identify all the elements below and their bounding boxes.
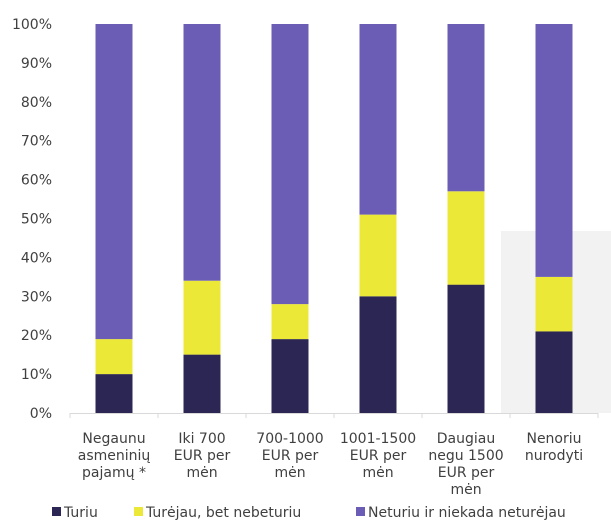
category-label-6: Nenoriu nurodyti	[525, 431, 583, 464]
legend: Turiu Turėjau, bet nebeturiu Neturiu ir …	[52, 505, 611, 523]
legend-swatch-turejau	[134, 507, 143, 516]
y-tick-label: 50%	[21, 212, 52, 228]
y-tick-label: 80%	[21, 95, 52, 111]
x-axis-labels: Negaunu asmeninių pajamų * Iki 700 EUR per mė…	[78, 431, 583, 498]
y-axis: 0% 10% 20% 30% 40% 50% 60% 70% 80% 90% 100%	[12, 17, 52, 422]
bar-neturiu-2	[183, 24, 221, 281]
bar-turejau-2	[183, 280, 221, 355]
y-tick-label: 100%	[12, 17, 52, 33]
legend-item-turejau: Turėjau, bet nebeturiu	[134, 505, 301, 521]
y-tick-label: 40%	[21, 250, 52, 266]
bar-turiu-5	[447, 284, 485, 413]
bar-turiu-2	[183, 354, 221, 413]
bar-turejau-1	[95, 339, 133, 375]
bar-turejau-5	[447, 191, 485, 285]
bar-turiu-6	[535, 331, 573, 413]
category-label-1: Negaunu asmeninių pajamų *	[78, 431, 151, 481]
legend-swatch-turiu	[52, 507, 61, 516]
category-label-2: Iki 700 EUR per mėn	[174, 431, 231, 481]
y-tick-label: 30%	[21, 289, 52, 305]
x-axis	[69, 413, 599, 418]
category-label-5: Daugiau negu 1500 EUR per mėn	[428, 431, 503, 498]
category-label-4: 1001-1500 EUR per mėn	[340, 431, 416, 481]
bar-turejau-3	[271, 304, 309, 340]
y-tick-label: 60%	[21, 173, 52, 189]
category-label-3: 700-1000 EUR per mėn	[256, 431, 323, 481]
bar-turiu-3	[271, 339, 309, 413]
bars-group	[95, 24, 573, 413]
bar-neturiu-5	[447, 24, 485, 192]
legend-item-neturiu: Neturiu ir niekada neturėjau	[356, 505, 566, 521]
legend-label-neturiu: Neturiu ir niekada neturėjau	[368, 505, 566, 521]
y-tick-label: 20%	[21, 328, 52, 344]
y-tick-label: 90%	[21, 56, 52, 72]
y-tick-label: 0%	[30, 406, 52, 422]
bar-turejau-4	[359, 214, 397, 297]
legend-label-turejau: Turėjau, bet nebeturiu	[146, 505, 302, 521]
legend-swatch-neturiu	[356, 507, 365, 516]
bar-neturiu-1	[95, 24, 133, 340]
legend-label-turiu: Turiu	[64, 505, 98, 521]
bar-neturiu-4	[359, 24, 397, 215]
y-tick-label: 10%	[21, 367, 52, 383]
legend-item-turiu: Turiu	[52, 505, 98, 521]
bar-turejau-6	[535, 276, 573, 332]
bar-neturiu-3	[271, 24, 309, 305]
y-tick-label: 70%	[21, 134, 52, 150]
bar-turiu-1	[95, 374, 133, 413]
bar-turiu-4	[359, 296, 397, 413]
bar-neturiu-6	[535, 24, 573, 277]
